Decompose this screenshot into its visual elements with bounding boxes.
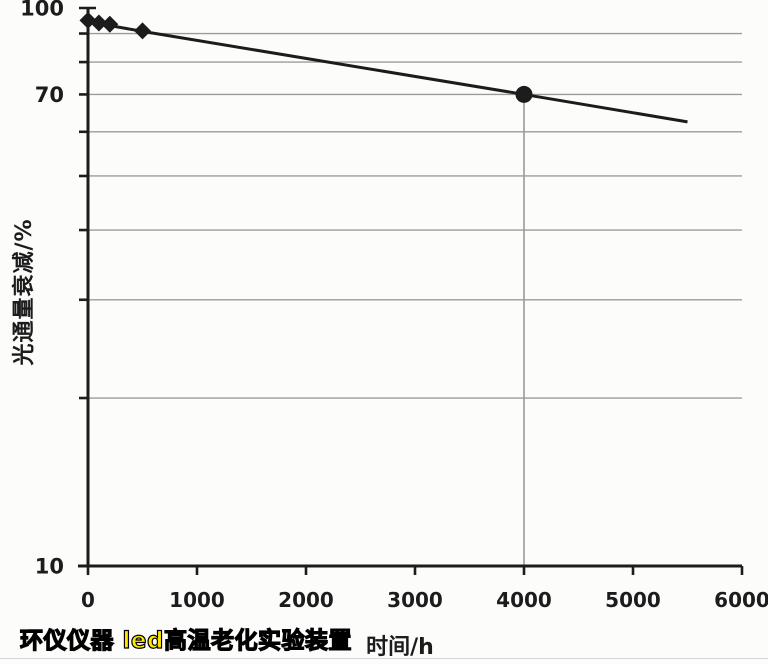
x-tick-label-1000: 1000: [169, 588, 225, 612]
x-tick-label-2000: 2000: [278, 588, 334, 612]
y-tick-label-70: 70: [35, 83, 64, 107]
x-tick-label-0: 0: [81, 588, 95, 612]
x-tick-label-6000: 6000: [714, 588, 768, 612]
x-tick-label-3000: 3000: [387, 588, 443, 612]
watermark-text: 环仪仪器 led高温老化实验装置: [19, 627, 352, 654]
y-axis-title: 光通量衰减/%: [12, 218, 37, 366]
series-decay-trend-line: [87, 20, 688, 124]
x-tick-label-4000: 4000: [496, 588, 552, 612]
y-gridlines: [88, 32, 742, 399]
bottom-divider: [0, 658, 768, 659]
axes: [78, 8, 742, 568]
x-tick-label-5000: 5000: [605, 588, 661, 612]
axis-ticks: [79, 6, 744, 575]
x-axis-title: 时间/h: [366, 635, 434, 660]
y-tick-label-10: 10: [35, 555, 64, 579]
y-tick-label-100: 100: [20, 0, 64, 21]
trend-line-path: [87, 20, 688, 124]
